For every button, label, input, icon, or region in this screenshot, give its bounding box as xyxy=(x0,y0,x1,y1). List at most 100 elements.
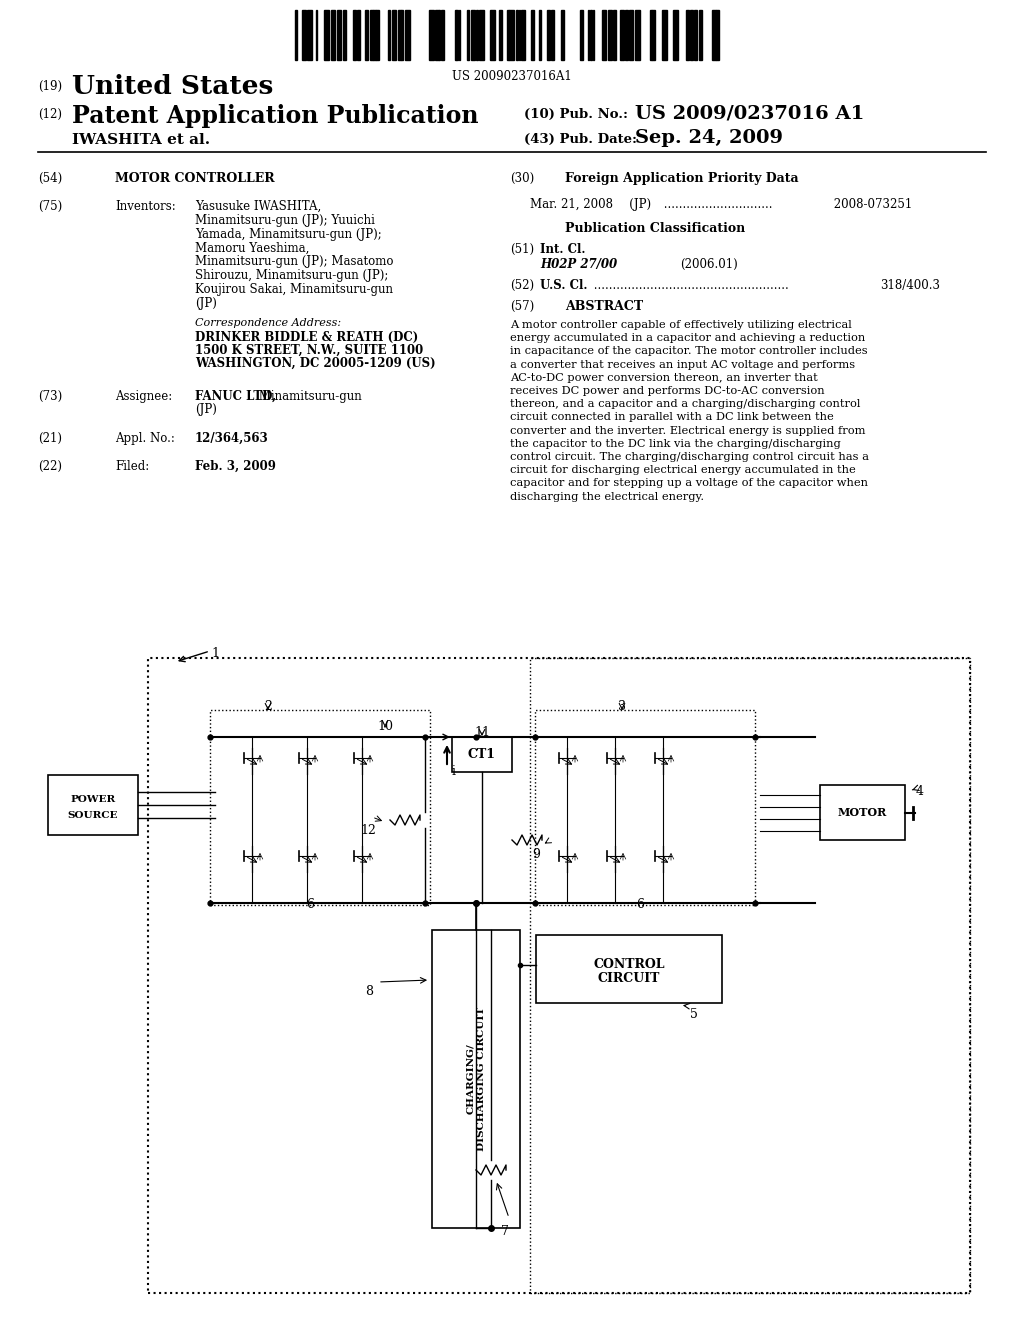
Bar xyxy=(716,11,719,59)
Text: Yamada, Minamitsuru-gun (JP);: Yamada, Minamitsuru-gun (JP); xyxy=(195,227,382,240)
Text: (JP): (JP) xyxy=(195,403,217,416)
Bar xyxy=(471,11,475,59)
Text: CT1: CT1 xyxy=(468,748,496,762)
Bar xyxy=(673,11,678,59)
Text: a converter that receives an input AC voltage and performs: a converter that receives an input AC vo… xyxy=(510,359,855,370)
Bar xyxy=(210,710,430,906)
Text: (21): (21) xyxy=(38,432,62,445)
Bar xyxy=(635,11,640,59)
Bar xyxy=(479,11,484,59)
Text: .............................: ............................. xyxy=(660,198,772,211)
Bar xyxy=(530,657,970,1294)
Bar xyxy=(302,11,306,59)
Text: IWASHITA et al.: IWASHITA et al. xyxy=(72,133,210,147)
Text: (52): (52) xyxy=(510,279,535,292)
Bar xyxy=(694,11,697,59)
Text: Minamitsuru-gun (JP); Yuuichi: Minamitsuru-gun (JP); Yuuichi xyxy=(195,214,375,227)
Text: (19): (19) xyxy=(38,81,62,92)
Text: converter and the inverter. Electrical energy is supplied from: converter and the inverter. Electrical e… xyxy=(510,425,865,436)
Bar xyxy=(376,11,379,59)
Bar xyxy=(499,11,502,59)
Bar xyxy=(699,11,702,59)
Text: (30): (30) xyxy=(510,172,535,185)
Text: POWER: POWER xyxy=(71,796,116,804)
Bar xyxy=(429,11,434,59)
Text: (75): (75) xyxy=(38,201,62,213)
Bar xyxy=(650,11,652,59)
Text: in capacitance of the capacitor. The motor controller includes: in capacitance of the capacitor. The mot… xyxy=(510,346,867,356)
Text: A motor controller capable of effectively utilizing electrical: A motor controller capable of effectivel… xyxy=(510,319,852,330)
Text: Foreign Application Priority Data: Foreign Application Priority Data xyxy=(565,172,799,185)
Bar xyxy=(456,11,458,59)
Text: circuit for discharging electrical energy accumulated in the: circuit for discharging electrical energ… xyxy=(510,465,856,475)
Text: (54): (54) xyxy=(38,172,62,185)
Text: receives DC power and performs DC-to-AC conversion: receives DC power and performs DC-to-AC … xyxy=(510,385,824,396)
Bar xyxy=(148,657,970,1294)
Bar xyxy=(590,11,592,59)
Text: capacitor and for stepping up a voltage of the capacitor when: capacitor and for stepping up a voltage … xyxy=(510,478,868,488)
Text: 12/364,563: 12/364,563 xyxy=(195,432,268,445)
Text: Assignee:: Assignee: xyxy=(115,389,172,403)
Text: Appl. No.:: Appl. No.: xyxy=(115,432,175,445)
Bar xyxy=(625,11,628,59)
Bar xyxy=(401,11,403,59)
Bar xyxy=(613,11,616,59)
Text: 3: 3 xyxy=(618,700,626,713)
Bar xyxy=(331,11,335,59)
Text: CHARGING/
DISCHARGING CIRCUIT: CHARGING/ DISCHARGING CIRCUIT xyxy=(466,1007,485,1151)
Bar xyxy=(536,935,722,1003)
Bar xyxy=(343,11,346,59)
Bar xyxy=(324,11,329,59)
Bar xyxy=(531,11,534,59)
Text: (JP): (JP) xyxy=(195,297,217,310)
Text: 10: 10 xyxy=(377,719,393,733)
Text: CIRCUIT: CIRCUIT xyxy=(598,973,660,986)
Text: Koujirou Sakai, Minamitsuru-gun: Koujirou Sakai, Minamitsuru-gun xyxy=(195,282,393,296)
Text: WASHINGTON, DC 20005-1209 (US): WASHINGTON, DC 20005-1209 (US) xyxy=(195,356,435,370)
Text: U.S. Cl.: U.S. Cl. xyxy=(540,279,588,292)
Bar xyxy=(580,11,583,59)
Bar xyxy=(388,11,390,59)
Text: CONTROL: CONTROL xyxy=(593,957,665,970)
Text: i: i xyxy=(452,766,456,777)
Text: ABSTRACT: ABSTRACT xyxy=(565,300,643,313)
Bar xyxy=(690,11,693,59)
Bar xyxy=(398,11,401,59)
Bar xyxy=(662,11,667,59)
Text: Mamoru Yaeshima,: Mamoru Yaeshima, xyxy=(195,242,309,255)
Text: (51): (51) xyxy=(510,243,535,256)
Bar xyxy=(357,11,360,59)
Text: (43) Pub. Date:: (43) Pub. Date: xyxy=(524,133,637,147)
Text: 9: 9 xyxy=(532,847,540,861)
Text: energy accumulated in a capacitor and achieving a reduction: energy accumulated in a capacitor and ac… xyxy=(510,333,865,343)
Bar xyxy=(608,11,612,59)
Bar xyxy=(539,11,541,59)
Bar xyxy=(712,11,716,59)
Bar xyxy=(652,11,655,59)
Text: FANUC LTD,: FANUC LTD, xyxy=(195,389,276,403)
Text: discharging the electrical energy.: discharging the electrical energy. xyxy=(510,491,705,502)
Bar xyxy=(686,11,689,59)
Text: Mar. 21, 2008: Mar. 21, 2008 xyxy=(530,198,613,211)
Text: 7: 7 xyxy=(501,1225,509,1238)
Text: Filed:: Filed: xyxy=(115,459,150,473)
Bar xyxy=(392,11,396,59)
Bar xyxy=(432,931,520,1228)
Text: 1: 1 xyxy=(211,647,219,660)
Text: 5: 5 xyxy=(690,1008,698,1020)
Text: H02P 27/00: H02P 27/00 xyxy=(540,257,617,271)
Text: 2: 2 xyxy=(264,700,272,713)
Text: 2008-073251: 2008-073251 xyxy=(830,198,912,211)
Bar xyxy=(535,710,755,906)
Text: Minamitsuru-gun: Minamitsuru-gun xyxy=(255,389,361,403)
Text: DRINKER BIDDLE & REATH (DC): DRINKER BIDDLE & REATH (DC) xyxy=(195,331,418,345)
Bar xyxy=(820,785,905,840)
Text: (10) Pub. No.:: (10) Pub. No.: xyxy=(524,108,628,121)
Text: 11: 11 xyxy=(474,726,490,739)
Text: 6: 6 xyxy=(636,898,644,911)
Text: SOURCE: SOURCE xyxy=(68,810,118,820)
Text: United States: United States xyxy=(72,74,273,99)
Text: Correspondence Address:: Correspondence Address: xyxy=(195,318,341,327)
Text: ....................................................: ........................................… xyxy=(590,279,788,292)
Bar xyxy=(441,11,444,59)
